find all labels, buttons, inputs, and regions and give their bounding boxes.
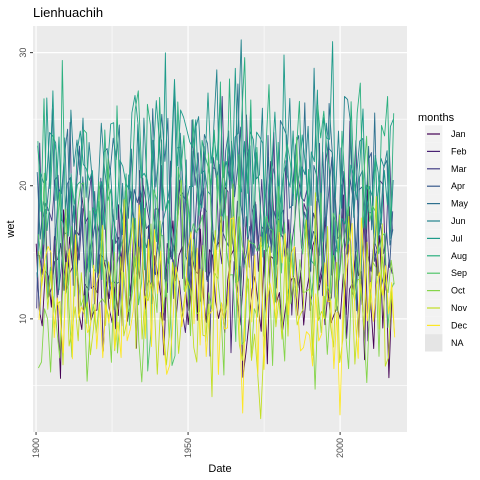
legend-item: Jan <box>425 125 466 143</box>
legend-item: Mar <box>425 160 467 178</box>
y-axis: 10 20 30 <box>18 48 33 324</box>
legend-item: Aug <box>425 247 467 265</box>
legend-item: Oct <box>425 281 466 300</box>
x-tick-label: 2000 <box>335 438 345 458</box>
legend-item: Sep <box>425 264 467 282</box>
y-tick-label: 20 <box>18 181 28 191</box>
legend-title: months <box>418 112 455 124</box>
x-axis-label: Date <box>208 463 231 475</box>
legend-label: Jan <box>451 129 466 139</box>
legend-item: Apr <box>425 177 465 195</box>
legend-item: NA <box>425 334 464 352</box>
legend-item: May <box>425 194 469 213</box>
y-tick-label: 30 <box>18 48 28 58</box>
legend-item: Feb <box>425 142 467 161</box>
legend-label: Jun <box>451 216 466 226</box>
legend-label: Oct <box>451 286 466 296</box>
legend-item: Jun <box>425 212 466 230</box>
legend-label: Mar <box>451 164 467 174</box>
legend-label: Aug <box>451 251 467 261</box>
y-axis-label: wet <box>5 220 17 238</box>
legend-label: Jul <box>451 233 463 243</box>
series-line-aug <box>37 57 395 297</box>
x-tick-label: 1900 <box>31 438 41 458</box>
series-line-dec <box>38 199 396 416</box>
x-axis: 1900 1950 2000 <box>31 432 345 458</box>
legend-label: Nov <box>451 303 468 313</box>
legend: months Jan Feb Mar Apr May Jun Jul Aug Sep Oct Nov… <box>418 112 469 352</box>
series-line-sep <box>37 135 395 372</box>
series-line-apr <box>36 119 394 315</box>
legend-item: Nov <box>425 299 468 317</box>
chart-title: Lienhuachih <box>33 5 103 20</box>
legend-key <box>425 334 443 352</box>
legend-label: NA <box>451 338 464 348</box>
x-tick-label: 1950 <box>183 438 193 458</box>
y-tick-label: 10 <box>18 314 28 324</box>
legend-label: Dec <box>451 320 468 330</box>
legend-label: May <box>451 199 469 209</box>
legend-label: Feb <box>451 146 467 156</box>
legend-label: Apr <box>451 181 465 191</box>
legend-item: Dec <box>425 316 468 335</box>
series-group <box>35 39 396 420</box>
series-line-nov <box>38 192 395 420</box>
legend-item: Jul <box>425 229 463 248</box>
legend-label: Sep <box>451 268 467 278</box>
